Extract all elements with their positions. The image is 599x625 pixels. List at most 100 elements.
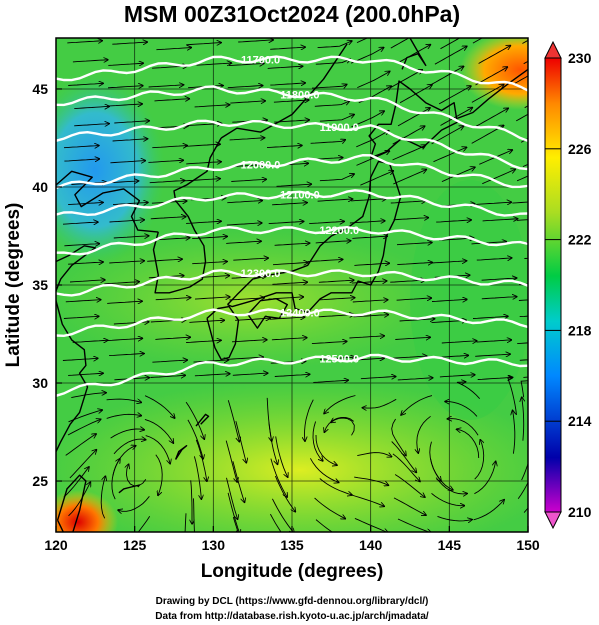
streamline bbox=[227, 86, 263, 88]
streamline bbox=[228, 357, 263, 359]
x-tick-label: 145 bbox=[438, 537, 462, 553]
streamline bbox=[71, 393, 106, 399]
streamline bbox=[68, 373, 103, 375]
streamline bbox=[476, 202, 511, 204]
streamline bbox=[104, 282, 139, 284]
streamline bbox=[522, 397, 524, 441]
streamline bbox=[393, 169, 426, 185]
coastline-hokkaido bbox=[368, 80, 458, 159]
coastline-ryukyu-1 bbox=[174, 445, 188, 460]
contour-label: 11800.0 bbox=[280, 89, 319, 101]
streamline bbox=[185, 401, 204, 439]
streamline bbox=[417, 415, 431, 453]
streamline bbox=[397, 262, 432, 264]
streamline bbox=[186, 340, 221, 342]
streamline bbox=[311, 84, 347, 88]
coastline-kuril bbox=[456, 68, 528, 120]
contour-line bbox=[56, 225, 528, 256]
streamline bbox=[397, 518, 431, 532]
streamline bbox=[352, 236, 387, 238]
streamline bbox=[226, 477, 238, 520]
y-tick-label: 45 bbox=[32, 81, 48, 97]
streamline bbox=[431, 126, 464, 145]
streamline bbox=[478, 46, 511, 64]
contour-label: 12100.0 bbox=[280, 190, 320, 202]
streamline bbox=[356, 38, 369, 44]
streamline bbox=[517, 481, 528, 500]
streamline bbox=[227, 492, 240, 532]
contour-label: 12200.0 bbox=[319, 225, 359, 237]
contour-label: 11900.0 bbox=[320, 122, 359, 134]
streamline bbox=[440, 38, 461, 50]
contour-label: 12400.0 bbox=[280, 307, 320, 319]
streamline bbox=[476, 258, 512, 260]
streamline bbox=[185, 179, 220, 181]
streamline bbox=[186, 43, 221, 45]
streamline bbox=[433, 147, 467, 163]
streamline bbox=[64, 159, 99, 161]
streamline bbox=[390, 38, 410, 49]
streamline bbox=[397, 378, 433, 380]
contour-line bbox=[56, 308, 528, 338]
contour-label: 12500.0 bbox=[319, 354, 359, 366]
coastline-kyushu bbox=[206, 305, 240, 361]
streamline bbox=[272, 282, 307, 284]
streamline bbox=[238, 40, 273, 42]
colorbar-gradient bbox=[544, 57, 562, 513]
colorbar-tick-label: 222 bbox=[568, 232, 592, 248]
streamline bbox=[392, 145, 426, 161]
coastline-ryukyu-2 bbox=[195, 413, 210, 427]
streamline bbox=[269, 317, 305, 319]
coastline-honshu bbox=[226, 160, 402, 314]
y-tick-label: 25 bbox=[32, 473, 48, 489]
streamline bbox=[311, 341, 347, 343]
streamline bbox=[436, 220, 471, 222]
streamline bbox=[225, 440, 237, 483]
streamline bbox=[107, 301, 142, 303]
colorbar-tick-label: 218 bbox=[568, 322, 592, 338]
cold-region-northwest bbox=[56, 75, 165, 265]
coastline-ryukyu-3 bbox=[118, 484, 141, 494]
streamline bbox=[72, 340, 108, 342]
x-tick-label: 150 bbox=[516, 537, 540, 553]
warm-region-northeast bbox=[460, 38, 528, 110]
credit-drawing: Drawing by DCL (https://www.gfd-dennou.o… bbox=[156, 596, 429, 607]
streamline bbox=[155, 454, 163, 496]
coastline-china bbox=[56, 245, 96, 452]
streamline bbox=[230, 101, 265, 103]
streamline bbox=[319, 174, 355, 182]
streamline bbox=[106, 399, 142, 402]
streamline bbox=[184, 513, 187, 532]
streamline bbox=[226, 241, 261, 243]
streamline bbox=[193, 360, 229, 362]
streamline bbox=[109, 261, 144, 263]
streamline bbox=[114, 121, 149, 123]
streamline bbox=[65, 300, 101, 302]
streamline bbox=[401, 395, 433, 416]
colorbar: 210 214 218 222 226 230 bbox=[544, 40, 592, 530]
streamline bbox=[187, 419, 203, 459]
streamline bbox=[474, 440, 484, 480]
streamline bbox=[319, 114, 355, 122]
streamline bbox=[356, 131, 389, 148]
contour-line bbox=[56, 55, 528, 92]
streamline bbox=[357, 71, 390, 89]
streamline bbox=[349, 221, 385, 223]
streamline bbox=[112, 139, 148, 141]
streamline bbox=[472, 38, 483, 44]
streamline bbox=[515, 113, 528, 122]
streamline bbox=[317, 41, 353, 49]
streamline bbox=[72, 60, 108, 62]
streamline bbox=[396, 298, 432, 300]
streamline bbox=[63, 146, 99, 148]
streamline bbox=[393, 218, 429, 220]
streamline bbox=[231, 179, 266, 181]
streamline bbox=[152, 146, 187, 148]
streamline bbox=[324, 416, 354, 432]
streamline bbox=[67, 419, 101, 436]
streamline bbox=[512, 201, 528, 204]
height-contours: 11700.0 11800.0 11900.0 12000.0 12100.0 12200… bbox=[56, 55, 528, 397]
colorbar-bottom-arrow bbox=[544, 511, 562, 530]
streamline bbox=[324, 395, 356, 414]
streamline bbox=[482, 219, 518, 221]
